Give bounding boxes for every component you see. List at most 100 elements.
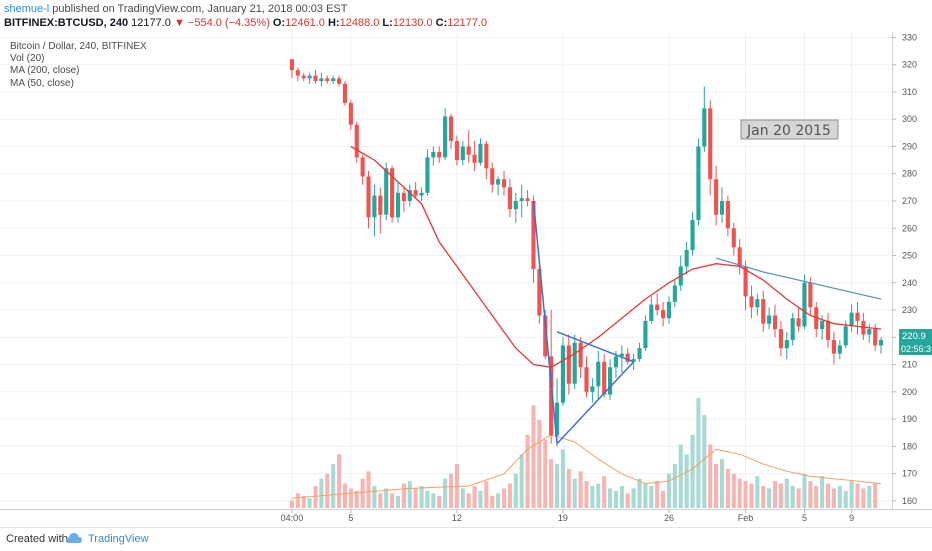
candle — [448, 113, 454, 150]
candle — [395, 181, 401, 223]
candle-body — [572, 342, 577, 384]
candle-body — [772, 315, 778, 330]
volume-bar — [313, 486, 318, 508]
candle — [525, 190, 530, 207]
candle — [590, 378, 595, 403]
candle — [289, 59, 295, 79]
cloud-icon — [66, 533, 82, 543]
volume-bar — [437, 495, 442, 508]
y-tick-label: 180 — [902, 441, 917, 451]
username-link[interactable]: shemue-l — [4, 3, 50, 15]
candle-body — [325, 78, 330, 82]
chart-grid — [0, 32, 892, 509]
volume-bar — [808, 481, 813, 508]
x-tick-label: Feb — [738, 513, 754, 523]
candle — [460, 141, 465, 166]
candle-body — [378, 195, 383, 215]
candle-body — [743, 266, 748, 297]
candle-body — [413, 190, 418, 196]
candle-body — [878, 340, 884, 346]
candle — [372, 184, 377, 237]
candle-body — [649, 304, 654, 321]
candle — [849, 304, 854, 332]
volume-bar — [478, 490, 483, 508]
price-chart[interactable]: 1601701801902002102202302402502602702802… — [0, 0, 932, 527]
volume-bar — [761, 486, 766, 508]
candle-body — [873, 329, 878, 346]
candle-body — [584, 367, 589, 392]
tradingview-link[interactable]: TradingView — [88, 533, 149, 545]
volume-bar — [525, 434, 530, 508]
candle-body — [702, 108, 707, 147]
candle-body — [443, 116, 448, 158]
candle-body — [407, 190, 412, 201]
trendline — [532, 200, 558, 444]
volume-bar — [295, 493, 300, 508]
volume-bar — [672, 464, 677, 508]
candle-body — [808, 282, 813, 308]
candle-body — [366, 176, 371, 218]
x-tick-label: 5 — [348, 513, 353, 523]
candle — [307, 72, 312, 84]
volume-bar — [849, 481, 854, 508]
candle-body — [867, 329, 872, 335]
candle — [702, 86, 707, 152]
countdown-text: 02:56:3 — [901, 344, 931, 354]
candle — [342, 81, 348, 106]
candle-body — [725, 200, 730, 229]
candle-body — [566, 345, 571, 384]
candle-body — [437, 151, 442, 158]
candle-body — [643, 320, 648, 349]
candle — [566, 334, 571, 395]
volume-bar — [513, 473, 518, 508]
candle — [802, 274, 807, 330]
candle — [831, 331, 836, 365]
candle — [384, 162, 389, 221]
candle-body — [619, 353, 624, 357]
y-tick-label: 310 — [902, 87, 917, 97]
candle-body — [472, 154, 477, 163]
candle-body — [637, 348, 642, 360]
candle — [778, 320, 783, 357]
volume-bar — [843, 490, 848, 508]
volume-bar — [831, 488, 836, 508]
volume-bar — [619, 486, 624, 508]
annotation-box[interactable]: Jan 20 2015 — [740, 119, 839, 140]
candle-body — [796, 318, 801, 327]
volume-bar — [796, 488, 801, 508]
candle-body — [708, 108, 713, 180]
volume-bar — [613, 490, 619, 508]
volume-bar — [655, 481, 660, 508]
y-tick-label: 290 — [902, 141, 917, 151]
candle-body — [625, 353, 630, 362]
candle-body — [431, 151, 436, 158]
candle-body — [719, 200, 725, 215]
x-tick-label: 9 — [849, 513, 854, 523]
x-tick-label: 26 — [664, 513, 674, 523]
candle — [443, 108, 448, 161]
candle-body — [372, 195, 377, 218]
legend-ma200: MA (200, close) — [10, 65, 80, 77]
volume-bar — [837, 486, 842, 508]
y-tick-label: 280 — [902, 169, 917, 179]
volume-bar — [348, 488, 353, 508]
time-axis-border — [0, 509, 932, 510]
candle — [331, 75, 336, 84]
volume-bar — [867, 486, 872, 508]
candle-body — [307, 75, 312, 79]
candle-body — [513, 200, 518, 210]
candle — [537, 260, 542, 324]
volume-bar — [702, 415, 707, 508]
candle — [749, 285, 754, 319]
price-axis: 1601701801902002102202302402502602702802… — [892, 32, 917, 506]
candle — [513, 192, 518, 223]
candle-body — [549, 356, 554, 436]
candle — [790, 312, 795, 346]
candle — [684, 241, 689, 275]
volume-bar — [631, 488, 636, 508]
candle — [413, 181, 418, 199]
volume-bar — [431, 493, 436, 508]
candle — [731, 222, 736, 256]
candle — [861, 312, 866, 341]
chart-legend: Bitcoin / Dollar, 240, BITFINEX Vol (20)… — [10, 41, 147, 90]
